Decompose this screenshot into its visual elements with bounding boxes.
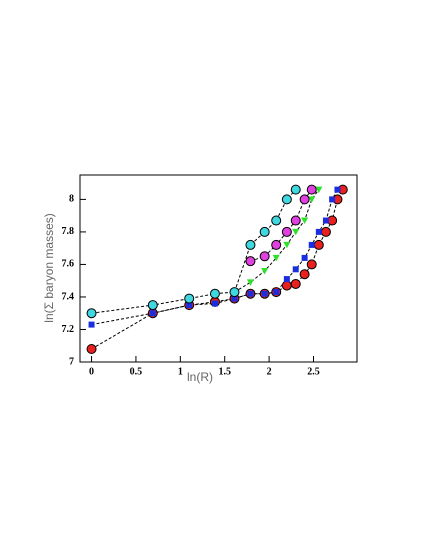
x-tick-label: 0.5	[130, 366, 143, 377]
marker	[184, 293, 195, 304]
series-line	[91, 189, 344, 350]
marker	[334, 186, 341, 193]
marker	[147, 300, 158, 311]
y-tick-label: 7.6	[62, 259, 75, 270]
marker	[308, 241, 315, 248]
marker	[259, 251, 270, 262]
marker	[86, 343, 97, 354]
marker	[229, 287, 240, 298]
marker	[273, 289, 280, 296]
marker	[271, 239, 282, 250]
marker	[322, 217, 329, 224]
marker	[281, 226, 292, 237]
marker	[261, 267, 269, 275]
marker	[281, 280, 292, 291]
x-tick-label: 2	[267, 366, 272, 377]
marker	[259, 226, 270, 237]
marker	[283, 276, 290, 283]
marker	[209, 288, 220, 299]
marker	[283, 241, 291, 249]
marker	[306, 259, 317, 270]
plot-frame	[79, 174, 358, 363]
series-line	[91, 189, 297, 314]
y-tick-label: 7	[69, 356, 74, 367]
marker	[327, 215, 338, 226]
marker	[290, 278, 301, 289]
y-tick-label: 7.4	[62, 291, 75, 302]
marker	[245, 256, 256, 267]
y-tick-label: 8	[69, 194, 74, 205]
marker	[292, 266, 299, 273]
marker	[313, 239, 324, 250]
marker	[272, 254, 280, 262]
series-line	[91, 189, 338, 326]
marker	[329, 196, 336, 203]
x-tick-label: 0	[89, 366, 94, 377]
y-tick-label: 7.8	[62, 226, 75, 237]
marker	[261, 290, 268, 297]
marker	[245, 239, 256, 250]
marker	[315, 228, 322, 235]
y-axis-title: ln(Σ baryon masses)	[42, 213, 56, 322]
x-tick-label: 1.5	[218, 366, 231, 377]
marker	[320, 226, 331, 237]
marker	[299, 269, 310, 280]
marker	[290, 184, 301, 195]
marker	[86, 308, 97, 319]
x-tick-label: 1	[178, 366, 183, 377]
marker	[88, 321, 95, 328]
x-tick-label: 2.5	[307, 366, 320, 377]
marker	[247, 290, 254, 297]
marker	[290, 215, 301, 226]
marker	[281, 194, 292, 205]
y-tick-label: 7.2	[62, 324, 75, 335]
marker	[292, 228, 300, 236]
marker	[301, 217, 309, 225]
marker	[299, 194, 310, 205]
marker	[271, 215, 282, 226]
marker	[301, 254, 308, 261]
marker	[306, 184, 317, 195]
marker	[315, 186, 323, 194]
marker	[149, 310, 156, 317]
x-axis-title: ln(R)	[187, 370, 213, 384]
marker	[246, 279, 254, 286]
marker	[211, 300, 218, 307]
marker	[231, 295, 238, 302]
marker	[308, 196, 316, 203]
marker	[186, 302, 193, 309]
